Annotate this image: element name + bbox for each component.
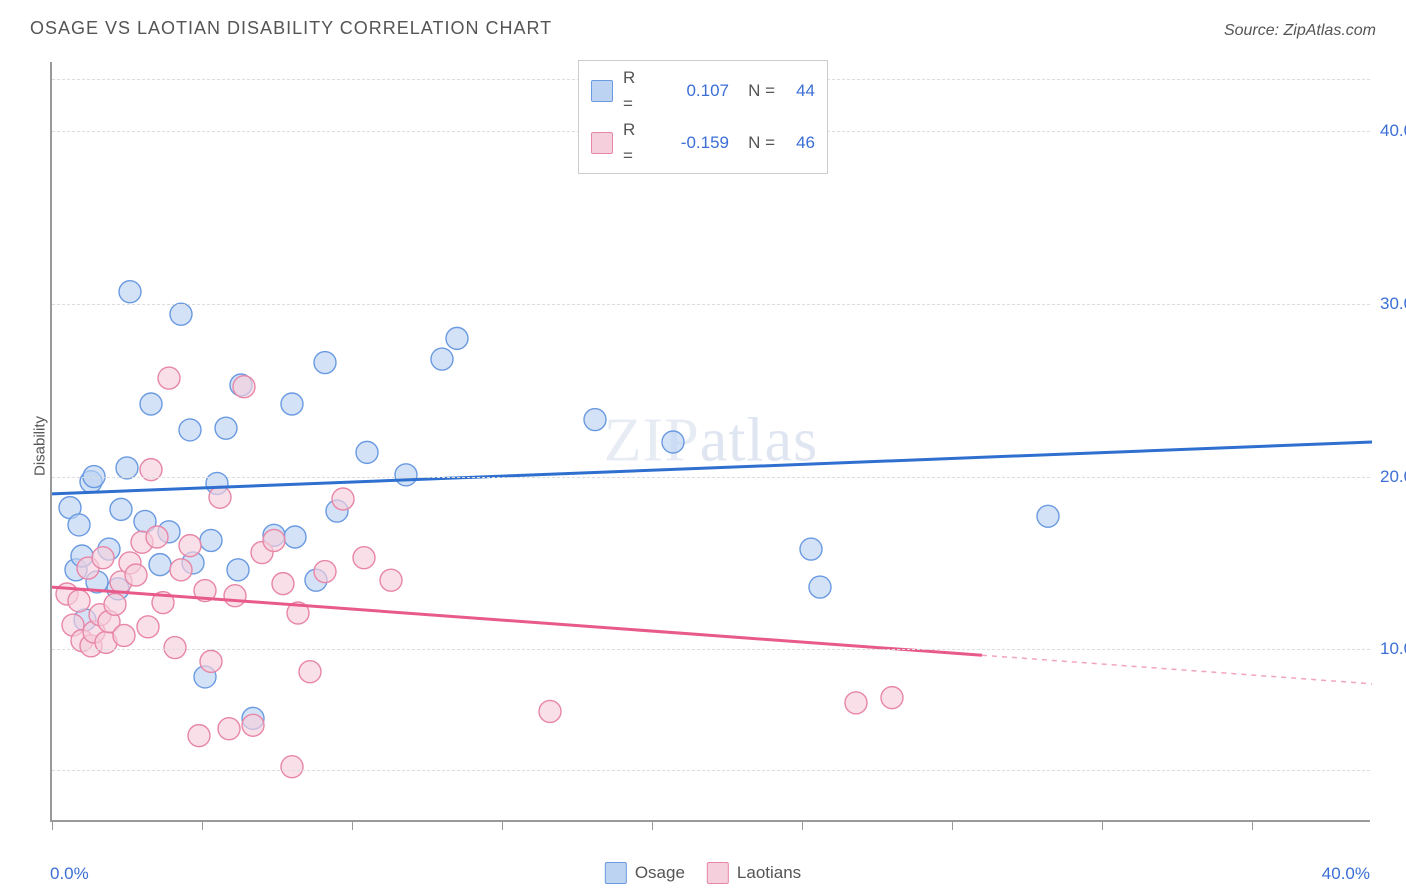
x-tick bbox=[1252, 820, 1253, 830]
x-axis-max-label: 40.0% bbox=[1322, 864, 1370, 884]
data-point bbox=[179, 535, 201, 557]
data-point bbox=[218, 718, 240, 740]
data-point bbox=[314, 352, 336, 374]
x-tick bbox=[1102, 820, 1103, 830]
r-label: R = bbox=[623, 117, 649, 169]
data-point bbox=[1037, 505, 1059, 527]
data-point bbox=[92, 547, 114, 569]
y-tick-label: 20.0% bbox=[1380, 467, 1406, 487]
data-point bbox=[119, 281, 141, 303]
data-point bbox=[314, 561, 336, 583]
data-point bbox=[284, 526, 306, 548]
legend-item: Osage bbox=[605, 862, 685, 884]
data-point bbox=[200, 650, 222, 672]
data-point bbox=[809, 576, 831, 598]
x-tick bbox=[202, 820, 203, 830]
stats-legend: R = 0.107 N = 44 R = -0.159 N = 46 bbox=[578, 60, 828, 174]
x-axis-min-label: 0.0% bbox=[50, 864, 89, 884]
page-title: OSAGE VS LAOTIAN DISABILITY CORRELATION … bbox=[30, 18, 552, 39]
source-label: Source: ZipAtlas.com bbox=[1224, 22, 1376, 40]
swatch-icon bbox=[591, 132, 613, 154]
data-point bbox=[446, 327, 468, 349]
n-label: N = bbox=[739, 78, 775, 104]
data-point bbox=[188, 725, 210, 747]
data-point bbox=[380, 569, 402, 591]
data-point bbox=[179, 419, 201, 441]
x-tick bbox=[52, 820, 53, 830]
data-point bbox=[104, 593, 126, 615]
regression-line bbox=[52, 442, 1372, 494]
regression-line-dashed bbox=[982, 655, 1372, 684]
data-point bbox=[281, 393, 303, 415]
gridline bbox=[52, 649, 1370, 650]
data-point bbox=[242, 714, 264, 736]
legend-item: Laotians bbox=[707, 862, 801, 884]
legend-label: Laotians bbox=[737, 863, 801, 883]
data-point bbox=[263, 529, 285, 551]
data-point bbox=[662, 431, 684, 453]
y-tick-label: 40.0% bbox=[1380, 121, 1406, 141]
gridline bbox=[52, 477, 1370, 478]
y-axis-label: Disability bbox=[32, 416, 49, 476]
r-value: 0.107 bbox=[659, 78, 729, 104]
data-point bbox=[845, 692, 867, 714]
data-point bbox=[584, 409, 606, 431]
y-tick-label: 30.0% bbox=[1380, 294, 1406, 314]
stats-row: R = -0.159 N = 46 bbox=[591, 117, 815, 169]
data-point bbox=[272, 573, 294, 595]
data-point bbox=[170, 303, 192, 325]
x-tick bbox=[652, 820, 653, 830]
data-point bbox=[110, 498, 132, 520]
y-tick-label: 10.0% bbox=[1380, 639, 1406, 659]
x-tick bbox=[502, 820, 503, 830]
plot-frame: ZIPatlas 10.0%20.0%30.0%40.0% bbox=[50, 62, 1370, 822]
data-point bbox=[800, 538, 822, 560]
data-point bbox=[233, 376, 255, 398]
data-point bbox=[281, 756, 303, 778]
data-point bbox=[200, 529, 222, 551]
data-point bbox=[224, 585, 246, 607]
r-value: -0.159 bbox=[659, 130, 729, 156]
n-value: 46 bbox=[785, 130, 815, 156]
data-point bbox=[356, 441, 378, 463]
data-point bbox=[170, 559, 192, 581]
data-point bbox=[113, 624, 135, 646]
chart-svg bbox=[52, 62, 1370, 820]
data-point bbox=[158, 367, 180, 389]
data-point bbox=[332, 488, 354, 510]
data-point bbox=[299, 661, 321, 683]
data-point bbox=[227, 559, 249, 581]
legend-label: Osage bbox=[635, 863, 685, 883]
data-point bbox=[140, 393, 162, 415]
swatch-icon bbox=[707, 862, 729, 884]
x-tick bbox=[952, 820, 953, 830]
data-point bbox=[68, 514, 90, 536]
x-tick bbox=[802, 820, 803, 830]
stats-row: R = 0.107 N = 44 bbox=[591, 65, 815, 117]
data-point bbox=[215, 417, 237, 439]
data-point bbox=[146, 526, 168, 548]
swatch-icon bbox=[591, 80, 613, 102]
plot-area: ZIPatlas 10.0%20.0%30.0%40.0% bbox=[50, 62, 1370, 822]
gridline bbox=[52, 304, 1370, 305]
swatch-icon bbox=[605, 862, 627, 884]
data-point bbox=[137, 616, 159, 638]
n-label: N = bbox=[739, 130, 775, 156]
data-point bbox=[68, 590, 90, 612]
r-label: R = bbox=[623, 65, 649, 117]
regression-line bbox=[52, 587, 982, 655]
data-point bbox=[125, 564, 147, 586]
data-point bbox=[431, 348, 453, 370]
series-legend: Osage Laotians bbox=[605, 862, 801, 884]
data-point bbox=[539, 700, 561, 722]
data-point bbox=[209, 486, 231, 508]
data-point bbox=[353, 547, 375, 569]
data-point bbox=[881, 687, 903, 709]
x-tick bbox=[352, 820, 353, 830]
data-point bbox=[164, 637, 186, 659]
n-value: 44 bbox=[785, 78, 815, 104]
data-point bbox=[395, 464, 417, 486]
data-point bbox=[149, 554, 171, 576]
gridline bbox=[52, 770, 1370, 771]
